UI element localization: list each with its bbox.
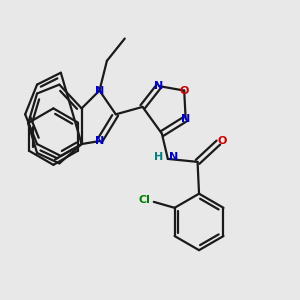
- Text: H: H: [154, 152, 164, 162]
- Text: N: N: [95, 136, 104, 146]
- Text: O: O: [217, 136, 226, 146]
- Text: N: N: [95, 85, 104, 96]
- Text: N: N: [181, 114, 190, 124]
- Text: N: N: [154, 81, 164, 91]
- Text: N: N: [169, 152, 178, 162]
- Text: O: O: [179, 85, 189, 96]
- Text: Cl: Cl: [138, 195, 150, 206]
